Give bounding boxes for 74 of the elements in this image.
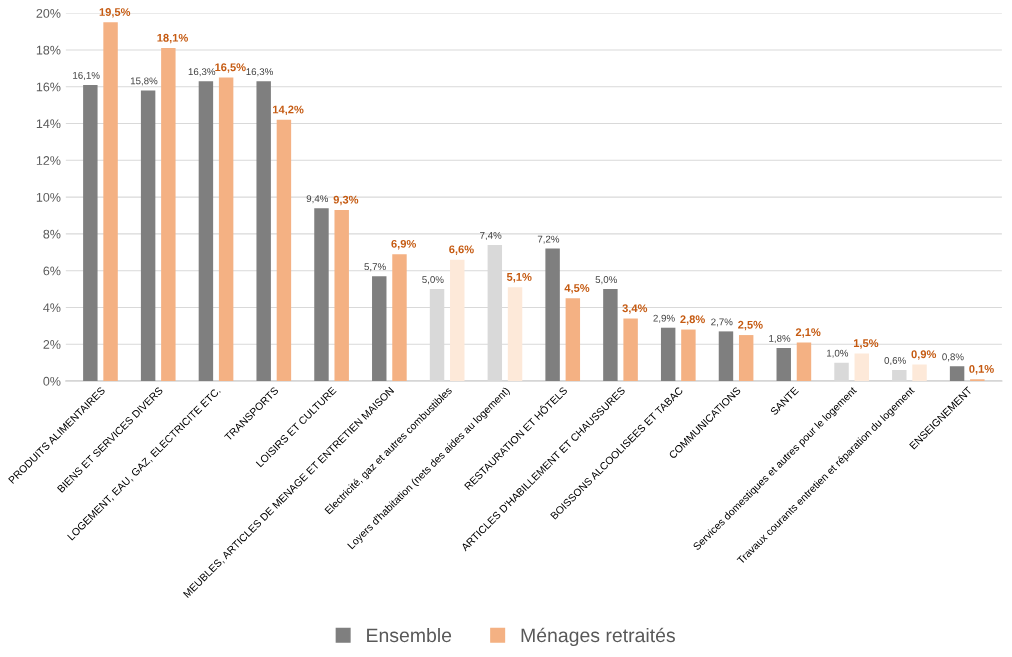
bar — [681, 329, 696, 382]
bar — [161, 48, 176, 382]
data-label: 9,4% — [306, 195, 329, 204]
data-label: 0,1% — [969, 364, 994, 375]
data-label: 15,8% — [130, 77, 158, 86]
bar — [392, 254, 407, 382]
bar — [623, 318, 638, 382]
data-label: 5,1% — [506, 273, 532, 283]
bar — [660, 327, 676, 382]
data-label: 7,4% — [480, 232, 502, 240]
data-label: 14,2% — [273, 105, 304, 116]
data-label: 2,7% — [711, 318, 733, 327]
data-label: 5,0% — [422, 276, 444, 285]
bar — [372, 276, 387, 382]
data-label: 3,4% — [622, 304, 648, 314]
bar — [140, 90, 156, 382]
y-tick-label: 10% — [36, 192, 61, 202]
bar — [545, 248, 560, 382]
data-label: 16,5% — [215, 63, 246, 73]
bar — [334, 209, 349, 382]
bar — [314, 208, 329, 382]
data-label: 7,2% — [537, 235, 560, 244]
bar — [834, 362, 849, 382]
bar — [198, 81, 214, 382]
bar — [603, 289, 618, 382]
legend-label: Ensemble — [367, 627, 452, 643]
y-tick-label: 16% — [36, 82, 61, 92]
bar — [738, 335, 754, 382]
data-label: 16,3% — [246, 68, 273, 77]
bar — [450, 259, 465, 382]
y-tick-label: 6% — [43, 266, 61, 276]
data-label: 1,5% — [853, 339, 879, 349]
bar — [276, 119, 292, 382]
y-tick-label: 18% — [36, 45, 61, 55]
bar — [776, 347, 791, 382]
data-label: 18,1% — [157, 33, 188, 44]
y-tick-label: 0% — [43, 376, 61, 386]
data-label: 19,5% — [99, 8, 131, 18]
y-tick-label: 20% — [36, 8, 61, 18]
y-tick-label: 8% — [43, 229, 61, 239]
bar — [565, 298, 581, 382]
data-label: 9,3% — [333, 195, 359, 206]
bar — [854, 353, 869, 382]
bar — [892, 370, 907, 382]
y-tick-label: 12% — [36, 156, 61, 165]
bar — [83, 84, 98, 382]
data-label: 0,6% — [884, 357, 906, 366]
data-label: 6,6% — [449, 245, 474, 255]
data-label: 5,7% — [364, 263, 386, 272]
data-label: 16,1% — [73, 71, 100, 80]
data-label: 16,3% — [188, 68, 216, 77]
bar — [949, 366, 965, 382]
bar — [718, 331, 734, 382]
data-label: 0,8% — [942, 353, 964, 362]
data-label: 5,0% — [595, 276, 617, 285]
data-label: 2,5% — [738, 320, 763, 331]
data-label: 1,0% — [827, 349, 849, 358]
data-label: 0,9% — [911, 350, 937, 360]
bar — [507, 287, 523, 382]
data-label: 4,5% — [564, 284, 590, 294]
bar — [796, 342, 812, 382]
legend-label: Ménages retraités — [521, 627, 675, 647]
y-tick-label: 4% — [43, 303, 61, 313]
bar — [912, 364, 927, 382]
bar — [103, 22, 118, 382]
data-label: 2,9% — [653, 314, 675, 323]
y-tick-label: 14% — [36, 119, 61, 129]
data-label: 6,9% — [391, 239, 417, 250]
data-label: 1,8% — [769, 334, 791, 344]
data-label: 2,1% — [795, 328, 821, 338]
y-tick-label: 2% — [43, 340, 61, 349]
bar — [256, 81, 271, 382]
data-label: 2,8% — [680, 315, 705, 325]
bar — [218, 77, 234, 382]
